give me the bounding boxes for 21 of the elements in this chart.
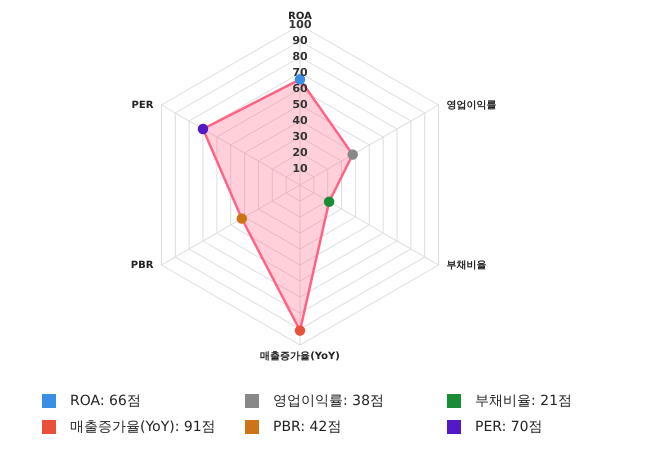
y-tick-label: 70 <box>292 66 308 79</box>
spoke-label: PER <box>132 100 154 111</box>
text: PBR: 42점 <box>273 419 342 435</box>
text: 부채비율: 21점 <box>475 393 572 409</box>
y-tick-label: 10 <box>292 162 308 175</box>
text: 매출증가율(YoY): 91점 <box>70 419 216 435</box>
y-tick-label: 90 <box>292 34 308 47</box>
y-tick-label: 50 <box>292 98 308 111</box>
text: ROA: 66점 <box>70 393 141 409</box>
y-tick-label: 40 <box>292 114 308 127</box>
spoke-label: PBR <box>130 260 154 271</box>
text: 영업이익률: 38점 <box>273 393 384 409</box>
y-tick-label: 100 <box>288 18 312 31</box>
y-tick-label: 30 <box>292 130 308 143</box>
spoke-label: 영업이익률 <box>446 100 497 111</box>
text: PER: 70점 <box>475 419 543 435</box>
y-tick-label: 80 <box>292 50 308 63</box>
spoke-label: 부채비율 <box>446 260 487 271</box>
y-tick-label: 60 <box>292 82 308 95</box>
spoke-label: 매출증가율(YoY) <box>260 351 340 362</box>
y-tick-label: 20 <box>292 146 308 159</box>
